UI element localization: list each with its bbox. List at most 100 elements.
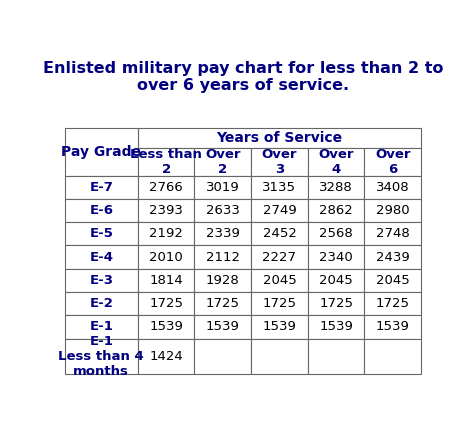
Bar	[65, 292, 138, 315]
Text: Over
2: Over 2	[205, 148, 240, 176]
Bar	[365, 315, 421, 339]
Bar	[308, 176, 365, 199]
Bar	[365, 176, 421, 199]
Bar	[138, 292, 194, 315]
Text: 1539: 1539	[263, 321, 296, 333]
Bar	[138, 176, 194, 199]
Text: E-5: E-5	[89, 227, 113, 240]
Bar	[365, 199, 421, 222]
Text: 1814: 1814	[149, 274, 183, 287]
Text: 2980: 2980	[376, 204, 410, 217]
Bar	[138, 339, 194, 374]
Text: 2766: 2766	[149, 181, 183, 194]
Bar	[65, 128, 138, 176]
Text: 2010: 2010	[149, 251, 183, 264]
Bar	[194, 148, 251, 176]
Bar	[251, 222, 308, 245]
Bar	[365, 339, 421, 374]
Text: 3135: 3135	[263, 181, 296, 194]
Text: 2340: 2340	[319, 251, 353, 264]
Bar	[365, 292, 421, 315]
Bar	[365, 269, 421, 292]
Text: Over
6: Over 6	[375, 148, 410, 176]
Bar	[65, 245, 138, 269]
Bar	[138, 148, 194, 176]
Bar	[308, 339, 365, 374]
Text: 1725: 1725	[376, 297, 410, 310]
Text: 1725: 1725	[206, 297, 240, 310]
Bar	[65, 269, 138, 292]
Bar	[251, 176, 308, 199]
Text: Years of Service: Years of Service	[217, 131, 343, 145]
Text: 3019: 3019	[206, 181, 240, 194]
Bar	[308, 269, 365, 292]
Bar	[251, 199, 308, 222]
Bar	[65, 315, 138, 339]
Bar	[308, 199, 365, 222]
Bar	[251, 339, 308, 374]
Bar	[251, 315, 308, 339]
Bar	[194, 245, 251, 269]
Text: 1539: 1539	[319, 321, 353, 333]
Text: 2393: 2393	[149, 204, 183, 217]
Text: 1928: 1928	[206, 274, 240, 287]
Text: Enlisted military pay chart for less than 2 to
over 6 years of service.: Enlisted military pay chart for less tha…	[43, 61, 443, 93]
Bar	[365, 245, 421, 269]
Text: 1539: 1539	[376, 321, 410, 333]
Text: 2633: 2633	[206, 204, 240, 217]
Bar	[251, 269, 308, 292]
Bar	[308, 222, 365, 245]
Text: 1725: 1725	[149, 297, 183, 310]
Text: Over
4: Over 4	[319, 148, 354, 176]
Bar	[138, 199, 194, 222]
Text: 2862: 2862	[319, 204, 353, 217]
Bar	[251, 292, 308, 315]
Text: E-3: E-3	[89, 274, 113, 287]
Bar	[308, 315, 365, 339]
Bar	[194, 222, 251, 245]
Bar	[65, 222, 138, 245]
Bar	[308, 245, 365, 269]
Bar	[65, 339, 138, 374]
Text: E-6: E-6	[89, 204, 113, 217]
Text: E-2: E-2	[89, 297, 113, 310]
Text: 2339: 2339	[206, 227, 240, 240]
Text: 2192: 2192	[149, 227, 183, 240]
Text: 2568: 2568	[319, 227, 353, 240]
Text: Pay Grade: Pay Grade	[61, 145, 141, 159]
Bar	[138, 315, 194, 339]
Bar	[138, 128, 421, 148]
Text: 1539: 1539	[206, 321, 240, 333]
Text: 2045: 2045	[376, 274, 410, 287]
Bar	[138, 245, 194, 269]
Text: 1725: 1725	[263, 297, 296, 310]
Text: 3408: 3408	[376, 181, 410, 194]
Text: E-7: E-7	[89, 181, 113, 194]
Bar	[138, 269, 194, 292]
Text: 1725: 1725	[319, 297, 353, 310]
Text: E-4: E-4	[89, 251, 113, 264]
Text: 1424: 1424	[149, 350, 183, 363]
Bar	[65, 199, 138, 222]
Text: 2748: 2748	[376, 227, 410, 240]
Bar	[194, 292, 251, 315]
Text: 2045: 2045	[263, 274, 296, 287]
Bar	[138, 222, 194, 245]
Bar	[308, 292, 365, 315]
Bar	[251, 148, 308, 176]
Text: 2749: 2749	[263, 204, 296, 217]
Bar	[194, 176, 251, 199]
Bar	[365, 148, 421, 176]
Bar	[194, 269, 251, 292]
Text: 2045: 2045	[319, 274, 353, 287]
Text: E-1
Less than 4
months: E-1 Less than 4 months	[58, 335, 144, 378]
Bar	[194, 199, 251, 222]
Text: E-1: E-1	[89, 321, 113, 333]
Bar	[251, 245, 308, 269]
Text: 2112: 2112	[206, 251, 240, 264]
Text: 2227: 2227	[263, 251, 296, 264]
Bar	[365, 222, 421, 245]
Bar	[308, 148, 365, 176]
Text: Over
3: Over 3	[262, 148, 297, 176]
Text: 3288: 3288	[319, 181, 353, 194]
